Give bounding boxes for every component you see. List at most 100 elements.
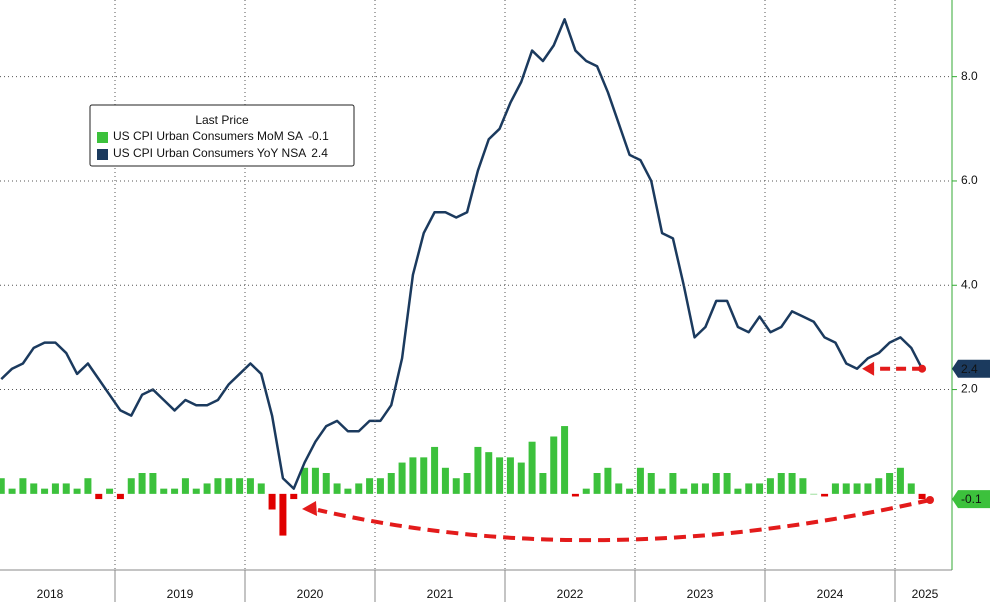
y-tick-label: 4.0	[961, 277, 978, 291]
y-tick-label: 6.0	[961, 173, 978, 187]
bar	[550, 436, 558, 494]
bar	[766, 478, 774, 494]
x-tick-label: 2018	[37, 587, 64, 601]
bar	[51, 483, 59, 494]
y-tick-label: 8.0	[961, 69, 978, 83]
bar	[236, 478, 244, 494]
bar	[203, 483, 211, 494]
bar	[138, 473, 146, 494]
bar	[301, 467, 309, 494]
annotation-arrowhead	[862, 361, 875, 376]
bar	[680, 488, 688, 494]
legend-name: US CPI Urban Consumers MoM SA	[113, 129, 303, 143]
value-tag: 2.4	[961, 362, 978, 376]
value-tag-bg	[952, 359, 990, 378]
bar	[387, 473, 395, 494]
bar	[322, 473, 330, 494]
legend-last: 2.4	[311, 146, 328, 160]
bar	[658, 488, 666, 494]
bar	[225, 478, 233, 494]
bar	[712, 473, 720, 494]
bar	[116, 493, 124, 500]
bar	[344, 488, 352, 494]
x-tick-label: 2021	[427, 587, 454, 601]
annotation-arrowhead	[302, 501, 317, 516]
bar	[875, 478, 883, 494]
bar	[777, 473, 785, 494]
bar	[8, 488, 16, 494]
y-tick-label: 2.0	[961, 382, 978, 396]
bar	[626, 488, 634, 494]
bar	[485, 452, 493, 494]
bar	[0, 478, 5, 494]
x-tick-label: 2025	[912, 587, 939, 601]
bar	[604, 467, 612, 494]
bar	[214, 478, 222, 494]
bar	[106, 488, 114, 494]
bar	[62, 483, 70, 494]
legend-last: -0.1	[308, 129, 329, 143]
x-tick-label: 2019	[167, 587, 194, 601]
legend-label: US CPI Urban Consumers MoM SA -0.1	[113, 129, 329, 143]
bar	[398, 462, 406, 494]
bar	[257, 483, 265, 494]
bar	[30, 483, 38, 494]
bar	[73, 488, 81, 494]
bar	[821, 493, 829, 497]
bar	[246, 478, 254, 494]
bar	[691, 483, 699, 494]
bar	[582, 488, 590, 494]
bar	[788, 473, 796, 494]
bar	[636, 467, 644, 494]
bar	[669, 473, 677, 494]
value-tag: -0.1	[961, 492, 982, 506]
bar	[723, 473, 731, 494]
x-tick-label: 2024	[817, 587, 844, 601]
annotation-arrow	[317, 498, 931, 543]
x-tick-label: 2020	[297, 587, 324, 601]
bar	[896, 467, 904, 494]
bar	[279, 493, 287, 536]
bar	[561, 426, 569, 494]
bar	[918, 493, 926, 500]
x-tick-label: 2022	[557, 587, 584, 601]
line	[0, 18, 924, 490]
bar	[420, 457, 428, 494]
bar	[95, 493, 103, 500]
bar	[441, 467, 449, 494]
annotation-dot	[918, 364, 927, 373]
bar	[853, 483, 861, 494]
bar	[311, 467, 319, 494]
legend-name: US CPI Urban Consumers YoY NSA	[113, 146, 306, 160]
bar	[192, 488, 200, 494]
bar	[756, 483, 764, 494]
bar	[864, 483, 872, 494]
value-tag-bg	[952, 490, 990, 509]
bar	[799, 478, 807, 494]
bar	[463, 473, 471, 494]
bar	[810, 493, 818, 495]
bar	[19, 478, 27, 494]
bar	[149, 473, 157, 494]
bar	[496, 457, 504, 494]
bar	[842, 483, 850, 494]
bar	[517, 462, 525, 494]
bar	[615, 483, 623, 494]
bar	[127, 478, 135, 494]
bar	[290, 493, 298, 500]
plot-area	[0, 18, 926, 536]
bar	[745, 483, 753, 494]
bar	[539, 473, 547, 494]
bar	[181, 478, 189, 494]
x-axis-band	[0, 570, 952, 602]
annotation-dot	[926, 496, 934, 504]
bar	[376, 478, 384, 494]
bar	[593, 473, 601, 494]
bar	[355, 483, 363, 494]
legend-title: Last Price	[195, 113, 249, 127]
bar	[171, 488, 179, 494]
bar	[474, 446, 482, 494]
bar	[84, 478, 92, 494]
bar	[366, 478, 374, 494]
